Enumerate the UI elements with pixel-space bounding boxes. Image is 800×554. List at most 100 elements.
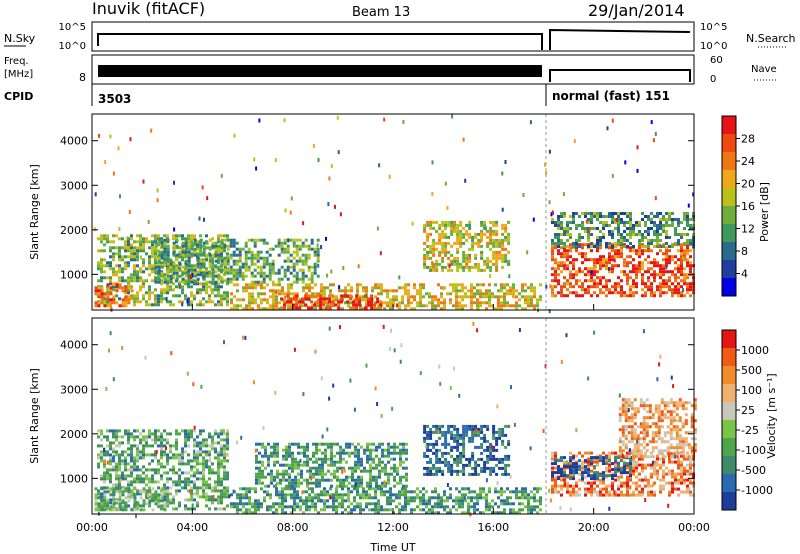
scatter-cell xyxy=(133,258,136,262)
scatter-cell xyxy=(208,300,211,304)
scatter-cell xyxy=(495,253,499,257)
scatter-cell xyxy=(262,256,266,260)
scatter-cell xyxy=(115,285,118,289)
scatter-cell xyxy=(266,283,269,287)
scatter-cell xyxy=(662,285,665,289)
scatter-cell xyxy=(671,258,674,262)
scatter-cell xyxy=(311,292,314,296)
scatter-cell xyxy=(656,212,659,215)
scatter-cell xyxy=(205,504,208,508)
scatter-cell xyxy=(163,258,166,262)
scatter-cell xyxy=(632,249,635,253)
scatter-cell xyxy=(371,502,374,506)
scatter-cell xyxy=(425,304,428,308)
scatter-cell xyxy=(187,297,190,301)
scatter-cell xyxy=(232,268,236,272)
scatter-cell xyxy=(554,490,557,494)
scatter-cell xyxy=(485,496,488,500)
scatter-cell xyxy=(157,259,161,263)
scatter-cell xyxy=(148,297,151,301)
scatter-cell xyxy=(241,262,245,266)
scatter-cell xyxy=(563,474,566,478)
scatter-cell xyxy=(365,496,368,500)
scatter-cell xyxy=(112,441,115,445)
scatter-cell xyxy=(160,256,164,260)
scatter-cell xyxy=(551,474,554,478)
scatter-cell xyxy=(545,284,548,289)
scatter-cell xyxy=(494,487,497,491)
scatter-cell xyxy=(248,490,251,494)
scatter-cell xyxy=(629,261,632,265)
scatter-cell xyxy=(124,249,127,253)
scatter-cell xyxy=(557,233,560,236)
scatter-cell xyxy=(438,430,442,434)
scatter-cell xyxy=(139,480,142,484)
scatter-cell xyxy=(507,439,511,443)
scatter-cell xyxy=(473,292,476,296)
scatter-cell xyxy=(441,469,445,473)
scatter-cell xyxy=(557,273,560,277)
scatter-cell xyxy=(128,210,131,214)
scatter-cell xyxy=(355,297,359,301)
scatter-cell xyxy=(100,264,103,268)
scatter-cell xyxy=(467,508,470,512)
scatter-cell xyxy=(377,307,380,311)
scatter-cell xyxy=(244,241,248,245)
scatter-cell xyxy=(479,295,482,299)
scatter-cell xyxy=(596,270,599,274)
scatter-cell xyxy=(124,279,127,283)
scatter-cell xyxy=(431,261,434,265)
scatter-cell xyxy=(662,478,665,482)
scatter-cell xyxy=(308,283,311,287)
scatter-cell xyxy=(563,264,566,268)
scatter-cell xyxy=(477,241,481,245)
scatter-cell xyxy=(130,273,133,277)
scatter-cell xyxy=(389,490,392,494)
scatter-cell xyxy=(432,241,436,245)
scatter-cell xyxy=(205,234,208,238)
scatter-cell xyxy=(429,427,433,431)
scatter-cell xyxy=(103,234,106,238)
scatter-cell xyxy=(602,481,605,485)
scatter-cell xyxy=(223,268,227,272)
scatter-cell xyxy=(374,295,377,299)
scatter-cell xyxy=(310,271,314,275)
scatter-cell xyxy=(380,289,383,293)
scatter-cell xyxy=(473,496,476,500)
scatter-cell xyxy=(175,246,178,250)
scatter-cell xyxy=(175,444,178,448)
scatter-cell xyxy=(380,505,383,509)
scatter-cell xyxy=(677,493,680,497)
scatter-cell xyxy=(245,283,248,287)
scatter-cell xyxy=(139,243,142,247)
scatter-cell xyxy=(238,259,242,263)
scatter-cell xyxy=(157,234,160,238)
scatter-cell xyxy=(491,505,494,509)
scatter-cell xyxy=(223,468,226,472)
scatter-cell xyxy=(473,286,476,290)
scatter-cell xyxy=(166,280,170,284)
scatter-cell xyxy=(296,496,299,500)
scatter-cell xyxy=(486,439,490,443)
scatter-cell xyxy=(307,294,311,298)
scatter-cell xyxy=(473,301,476,305)
scatter-cell xyxy=(374,496,377,500)
scatter-cell xyxy=(485,502,488,506)
scatter-cell xyxy=(104,160,107,164)
scatter-cell xyxy=(626,451,629,455)
scatter-cell xyxy=(190,498,193,502)
scatter-cell xyxy=(521,508,524,512)
scatter-cell xyxy=(359,505,362,509)
scatter-cell xyxy=(680,478,683,482)
scatter-cell xyxy=(572,285,575,289)
scatter-cell xyxy=(214,241,218,245)
scatter-cell xyxy=(544,162,546,167)
scatter-cell xyxy=(223,297,226,301)
scatter-cell xyxy=(133,273,136,277)
scatter-cell xyxy=(584,230,587,233)
scatter-cell xyxy=(251,511,254,515)
scatter-cell xyxy=(680,454,683,458)
scatter-cell xyxy=(551,255,554,259)
scatter-cell xyxy=(335,496,338,500)
scatter-cell xyxy=(151,438,154,442)
